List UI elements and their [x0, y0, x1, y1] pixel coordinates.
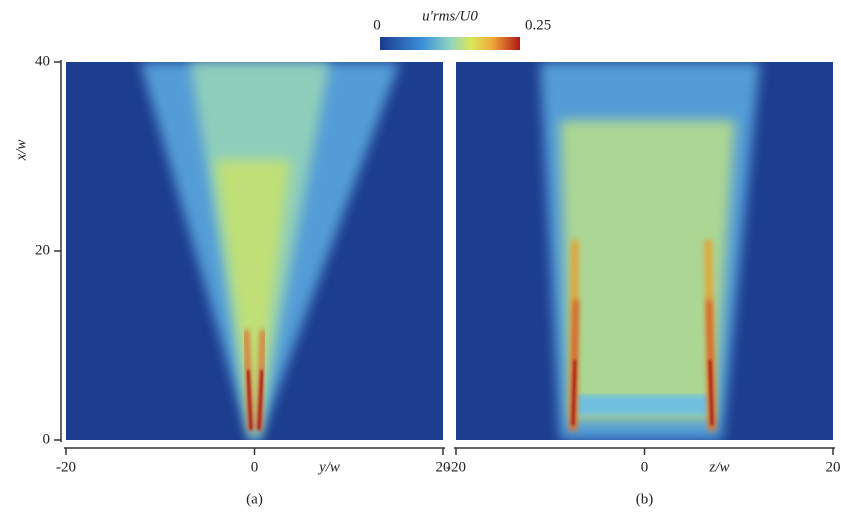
field-a: [66, 62, 443, 440]
x-axis-label: y/w: [317, 459, 340, 475]
y-tick-label: 0: [43, 431, 51, 447]
x-tick-label: 20: [436, 459, 451, 475]
colorbar: [380, 37, 520, 50]
x-tick-label: -20: [446, 459, 466, 475]
x-tick-label: 20: [826, 459, 841, 475]
x-tick-label: 0: [641, 459, 649, 475]
colorbar-tick-label: 0.25: [525, 17, 551, 33]
x-tick-label: -20: [56, 459, 76, 475]
caption: (a): [246, 491, 263, 507]
colorbar-tick-label: 0: [373, 17, 381, 33]
y-axis-label: x/w: [13, 140, 29, 162]
y-tick-label: 20: [35, 242, 50, 258]
x-axis-label: z/w: [708, 459, 729, 475]
caption: (b): [636, 491, 654, 507]
y-tick-label: 40: [35, 53, 50, 69]
x-tick-label: 0: [251, 459, 259, 475]
field-b: [456, 62, 833, 440]
colorbar-label: u'rms/U0: [422, 8, 478, 24]
